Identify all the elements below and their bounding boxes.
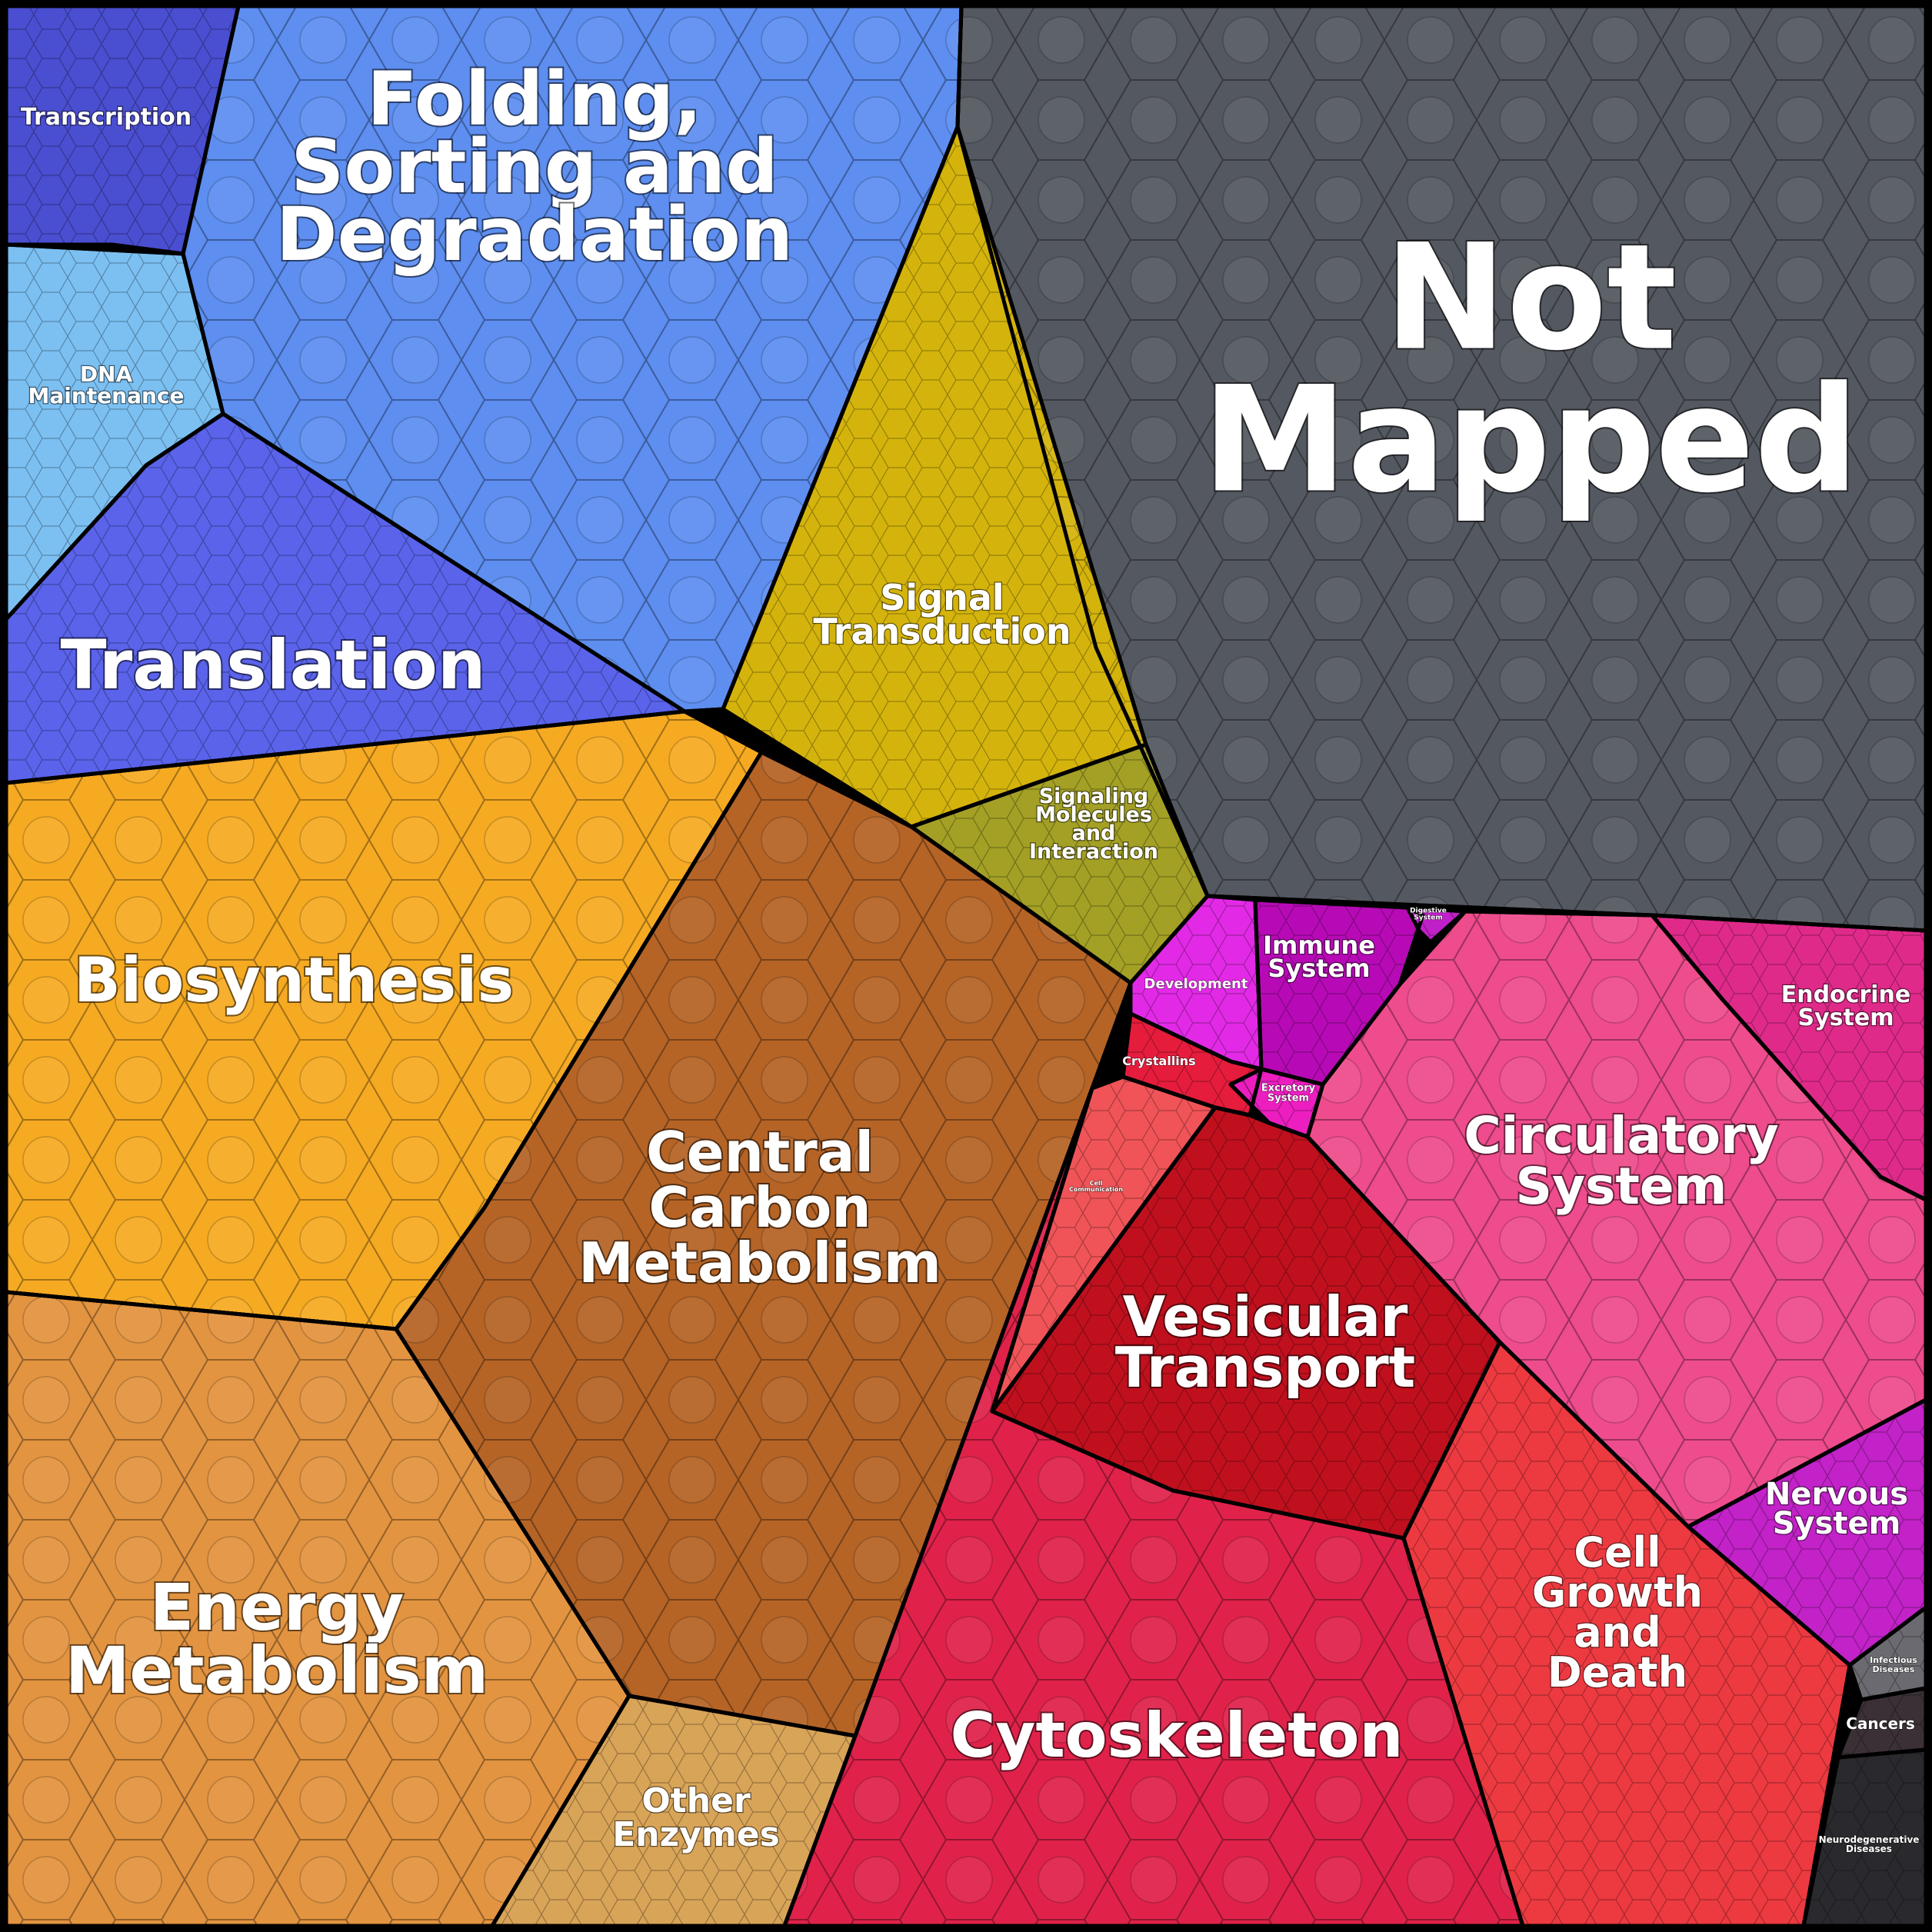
- label-line: Central: [646, 1120, 874, 1184]
- label-line: Other: [641, 1781, 751, 1820]
- label-line: System: [1798, 1004, 1894, 1031]
- label-line: Metabolism: [578, 1231, 941, 1295]
- label-line: Not: [1384, 213, 1677, 383]
- label-neurodegenerative-diseases: Neurodegenerative Diseases: [1819, 1834, 1920, 1854]
- label-line: Cancers: [1846, 1714, 1915, 1733]
- label-line: System: [1414, 914, 1443, 922]
- label-translation: Translation: [60, 625, 485, 705]
- label-line: Energy: [150, 1570, 404, 1645]
- label-line: Carbon: [648, 1175, 871, 1240]
- label-circulatory-system: Circulatory System: [1464, 1106, 1778, 1216]
- label-line: Mapped: [1202, 355, 1859, 525]
- label-line: System: [1516, 1157, 1727, 1216]
- label-biosynthesis: Biosynthesis: [74, 944, 514, 1016]
- label-line: Molecules: [1035, 803, 1152, 827]
- label-line: Signal: [880, 577, 1004, 618]
- label-crystallins: Crystallins: [1122, 1054, 1195, 1068]
- label-line: Diseases: [1846, 1844, 1892, 1854]
- label-digestive-system: Digestive System: [1410, 908, 1447, 922]
- label-signaling-molecules: Signaling Molecules and Interaction: [1029, 784, 1158, 864]
- label-transcription: Transcription: [21, 104, 192, 131]
- label-cell-communication: Cell Communication: [1069, 1180, 1123, 1193]
- label-line: System: [1267, 954, 1370, 983]
- label-cancers: Cancers: [1846, 1714, 1915, 1733]
- label-central-carbon: Central Carbon Metabolism: [578, 1120, 941, 1295]
- label-line: Neurodegenerative: [1819, 1834, 1920, 1845]
- label-excretory-system: Excretory System: [1261, 1083, 1316, 1104]
- label-line: DNA: [80, 361, 133, 387]
- label-line: Excretory: [1261, 1083, 1316, 1094]
- label-other-enzymes: Other Enzymes: [612, 1781, 780, 1854]
- label-cell-growth: Cell Growth and Death: [1532, 1528, 1703, 1697]
- label-folding: Folding, Sorting and Degradation: [276, 56, 793, 278]
- label-infectious-diseases: Infectious Diseases: [1870, 1655, 1917, 1674]
- label-line: Infectious: [1870, 1655, 1917, 1665]
- label-line: Enzymes: [612, 1815, 780, 1854]
- label-line: Cell: [1090, 1180, 1103, 1187]
- label-signal-transduction: Signal Transduction: [813, 577, 1071, 652]
- label-line: Signaling: [1039, 784, 1149, 808]
- label-line: Cell: [1574, 1528, 1661, 1577]
- label-not-mapped: Not Mapped: [1202, 213, 1859, 525]
- label-immune-system: Immune System: [1263, 931, 1375, 983]
- label-line: Degradation: [276, 192, 793, 278]
- label-energy-metabolism: Energy Metabolism: [65, 1570, 488, 1708]
- label-line: Communication: [1069, 1186, 1123, 1193]
- label-line: Biosynthesis: [74, 944, 514, 1016]
- label-line: Interaction: [1029, 840, 1158, 864]
- label-line: Death: [1547, 1648, 1687, 1697]
- label-line: Cytoskeleton: [951, 1700, 1404, 1771]
- label-line: Folding,: [367, 56, 702, 142]
- label-line: and: [1574, 1608, 1661, 1657]
- label-development: Development: [1144, 976, 1248, 992]
- label-line: Growth: [1532, 1568, 1703, 1617]
- label-line: Development: [1144, 976, 1248, 992]
- label-line: Transcription: [21, 104, 192, 131]
- label-line: Sorting and: [291, 124, 778, 210]
- label-line: Transduction: [813, 611, 1071, 652]
- label-line: Digestive: [1410, 908, 1447, 915]
- label-line: and: [1072, 821, 1116, 845]
- label-line: Endocrine: [1781, 981, 1911, 1008]
- label-line: System: [1267, 1093, 1309, 1104]
- label-dna-maintenance: DNA Maintenance: [28, 361, 184, 408]
- label-line: Maintenance: [28, 383, 184, 408]
- label-line: Circulatory: [1464, 1106, 1778, 1165]
- label-line: Immune: [1263, 931, 1375, 960]
- label-line: Nervous: [1765, 1477, 1908, 1512]
- label-line: Translation: [60, 625, 485, 705]
- label-line: Metabolism: [65, 1633, 488, 1708]
- label-line: Crystallins: [1122, 1054, 1195, 1068]
- label-cytoskeleton: Cytoskeleton: [951, 1700, 1404, 1771]
- label-vesicular-transport: Vesicular Transport: [1115, 1284, 1415, 1400]
- label-nervous-system: Nervous System: [1765, 1477, 1908, 1541]
- label-endocrine-system: Endocrine System: [1781, 981, 1911, 1031]
- label-line: Transport: [1115, 1335, 1415, 1400]
- label-line: Vesicular: [1123, 1284, 1408, 1349]
- label-line: Diseases: [1873, 1664, 1915, 1674]
- label-line: System: [1773, 1506, 1901, 1541]
